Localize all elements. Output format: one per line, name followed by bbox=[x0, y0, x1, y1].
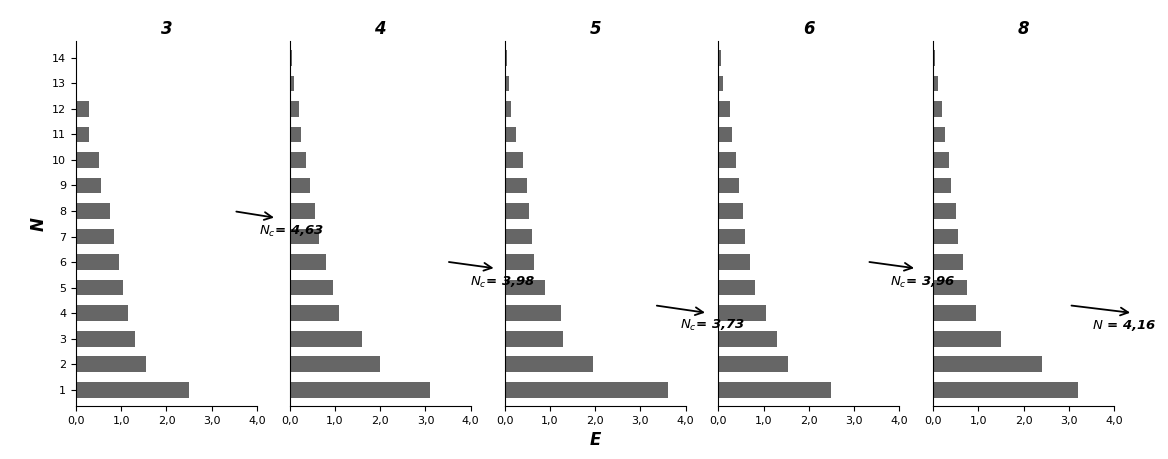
Bar bbox=[718, 75, 723, 91]
Bar bbox=[290, 356, 380, 372]
Bar bbox=[933, 280, 967, 296]
Bar bbox=[718, 330, 777, 347]
Title: 3: 3 bbox=[161, 20, 172, 39]
Bar bbox=[290, 305, 340, 321]
Bar bbox=[290, 203, 314, 219]
Text: $N_{c}$= 4,63: $N_{c}$= 4,63 bbox=[259, 224, 325, 239]
Bar bbox=[933, 356, 1042, 372]
Text: $N$ = 4,16: $N$ = 4,16 bbox=[1092, 319, 1156, 333]
Bar bbox=[505, 305, 561, 321]
Bar bbox=[933, 127, 945, 142]
Bar bbox=[290, 330, 362, 347]
Bar bbox=[933, 101, 943, 117]
Bar bbox=[290, 101, 299, 117]
Bar bbox=[290, 127, 301, 142]
Bar bbox=[718, 254, 750, 270]
Bar bbox=[505, 127, 516, 142]
Bar bbox=[718, 382, 832, 397]
Bar bbox=[718, 101, 730, 117]
Bar bbox=[76, 356, 146, 372]
Bar bbox=[76, 152, 98, 168]
Bar bbox=[505, 50, 507, 66]
Bar bbox=[290, 152, 306, 168]
Bar bbox=[933, 75, 938, 91]
Bar bbox=[718, 280, 755, 296]
X-axis label: E: E bbox=[590, 431, 600, 449]
Title: 4: 4 bbox=[375, 20, 385, 39]
Bar bbox=[290, 50, 292, 66]
Title: 5: 5 bbox=[590, 20, 600, 39]
Bar bbox=[933, 203, 955, 219]
Bar bbox=[76, 305, 128, 321]
Bar bbox=[933, 152, 950, 168]
Bar bbox=[76, 254, 119, 270]
Bar bbox=[76, 101, 90, 117]
Text: $N_{c}$= 3,73: $N_{c}$= 3,73 bbox=[680, 319, 745, 333]
Bar bbox=[505, 356, 593, 372]
Bar bbox=[718, 305, 766, 321]
Bar bbox=[76, 203, 110, 219]
Bar bbox=[933, 382, 1078, 397]
Bar bbox=[505, 254, 534, 270]
Bar bbox=[933, 50, 936, 66]
Bar bbox=[290, 75, 294, 91]
Bar bbox=[718, 178, 738, 193]
Bar bbox=[718, 152, 736, 168]
Bar bbox=[505, 280, 545, 296]
Bar bbox=[290, 178, 310, 193]
Title: 8: 8 bbox=[1018, 20, 1029, 39]
Bar bbox=[718, 50, 721, 66]
Bar bbox=[933, 254, 962, 270]
Bar bbox=[76, 280, 124, 296]
Bar bbox=[933, 229, 958, 245]
Bar bbox=[290, 229, 319, 245]
Bar bbox=[290, 382, 430, 397]
Bar bbox=[76, 229, 114, 245]
Bar bbox=[505, 75, 509, 91]
Bar bbox=[933, 305, 976, 321]
Bar bbox=[933, 178, 952, 193]
Bar bbox=[505, 152, 523, 168]
Bar bbox=[718, 229, 745, 245]
Bar bbox=[718, 127, 732, 142]
Bar bbox=[505, 178, 527, 193]
Text: $N_{c}$= 3,98: $N_{c}$= 3,98 bbox=[470, 275, 535, 290]
Y-axis label: N: N bbox=[30, 217, 48, 231]
Bar bbox=[76, 382, 189, 397]
Bar bbox=[76, 127, 90, 142]
Bar bbox=[505, 382, 667, 397]
Bar bbox=[290, 280, 333, 296]
Text: $N_{c}$= 3,96: $N_{c}$= 3,96 bbox=[890, 275, 955, 290]
Bar bbox=[76, 330, 134, 347]
Bar bbox=[290, 254, 326, 270]
Bar bbox=[718, 203, 743, 219]
Bar bbox=[505, 229, 531, 245]
Bar bbox=[505, 203, 529, 219]
Title: 6: 6 bbox=[804, 20, 814, 39]
Bar bbox=[933, 330, 1001, 347]
Bar bbox=[505, 330, 563, 347]
Bar bbox=[76, 178, 100, 193]
Bar bbox=[505, 101, 512, 117]
Bar bbox=[718, 356, 788, 372]
